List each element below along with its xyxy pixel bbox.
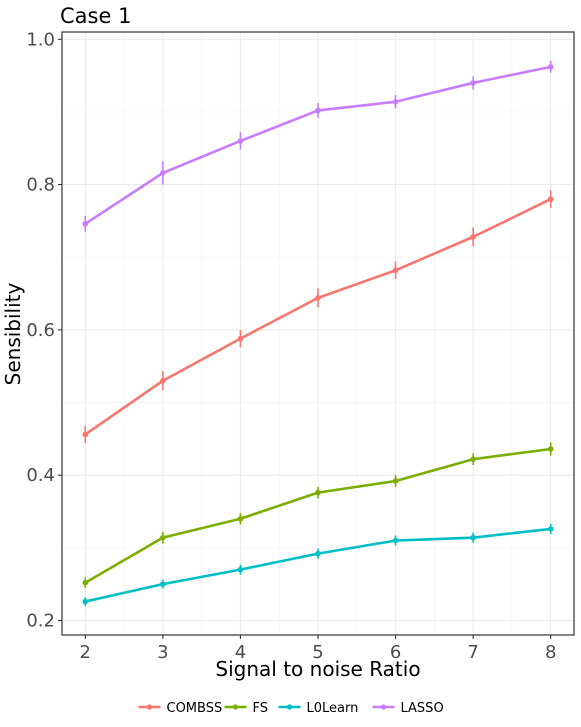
major-gridlines (62, 32, 574, 635)
data-point (237, 138, 244, 144)
legend-key-point (286, 704, 293, 710)
x-axis-ticks: 2 3 4 5 6 7 8 (80, 635, 556, 663)
legend-item-lasso: LASSO (372, 701, 444, 716)
legend-label: LASSO (401, 701, 444, 716)
data-point (470, 534, 476, 541)
x-tick-label: 2 (80, 642, 91, 663)
data-point (82, 579, 89, 586)
chart-title: Case 1 (60, 4, 131, 28)
data-point (392, 537, 399, 544)
data-point (82, 431, 89, 438)
data-point (392, 267, 399, 274)
data-point (547, 526, 554, 532)
series-combss (82, 190, 554, 444)
y-tick-label: 0.6 (26, 320, 55, 341)
data-point (315, 107, 321, 114)
x-tick-label: 6 (390, 642, 401, 663)
series-lasso (82, 61, 554, 232)
data-point (237, 515, 244, 522)
x-tick-label: 7 (467, 642, 478, 663)
legend-key-point (146, 704, 153, 710)
legend-label: COMBSS (167, 701, 223, 716)
y-tick-label: 1.0 (26, 29, 55, 50)
x-tick-label: 4 (235, 642, 246, 663)
legend: COMBSS FS L0Learn LASSO (138, 701, 444, 716)
data-point (160, 377, 166, 384)
data-point (547, 196, 554, 202)
data-point (237, 566, 244, 573)
data-point (160, 534, 166, 541)
data-point (392, 478, 399, 484)
legend-item-fs: FS (224, 701, 269, 716)
legend-label: L0Learn (307, 701, 359, 716)
series-l0learn (82, 523, 554, 606)
data-point (547, 446, 554, 452)
data-point (82, 598, 89, 605)
data-point (237, 335, 244, 342)
data-point (160, 581, 166, 587)
data-point (392, 98, 399, 105)
legend-item-l0learn: L0Learn (278, 701, 359, 716)
y-axis-title: Sensibility (1, 282, 25, 385)
legend-key-point (232, 704, 239, 710)
data-point (470, 80, 476, 86)
x-tick-label: 5 (312, 642, 323, 663)
data-point (160, 170, 166, 176)
legend-key-point (380, 704, 387, 710)
legend-label: FS (253, 701, 269, 716)
x-tick-label: 3 (157, 642, 168, 663)
legend-item-combss: COMBSS (138, 701, 223, 716)
y-tick-label: 0.2 (26, 610, 55, 631)
x-axis-title: Signal to noise Ratio (215, 657, 420, 681)
series-fs (82, 442, 554, 588)
y-tick-label: 0.4 (26, 465, 55, 486)
data-point (470, 234, 476, 240)
y-axis-ticks: 0.2 0.4 0.6 0.8 1.0 (26, 29, 62, 631)
data-point (547, 64, 554, 70)
series-layer (82, 61, 554, 606)
data-point (82, 220, 89, 227)
data-point (315, 550, 321, 557)
y-tick-label: 0.8 (26, 175, 55, 196)
x-tick-label: 8 (545, 642, 556, 663)
data-point (315, 489, 321, 496)
data-point (315, 295, 321, 301)
data-point (470, 456, 476, 462)
